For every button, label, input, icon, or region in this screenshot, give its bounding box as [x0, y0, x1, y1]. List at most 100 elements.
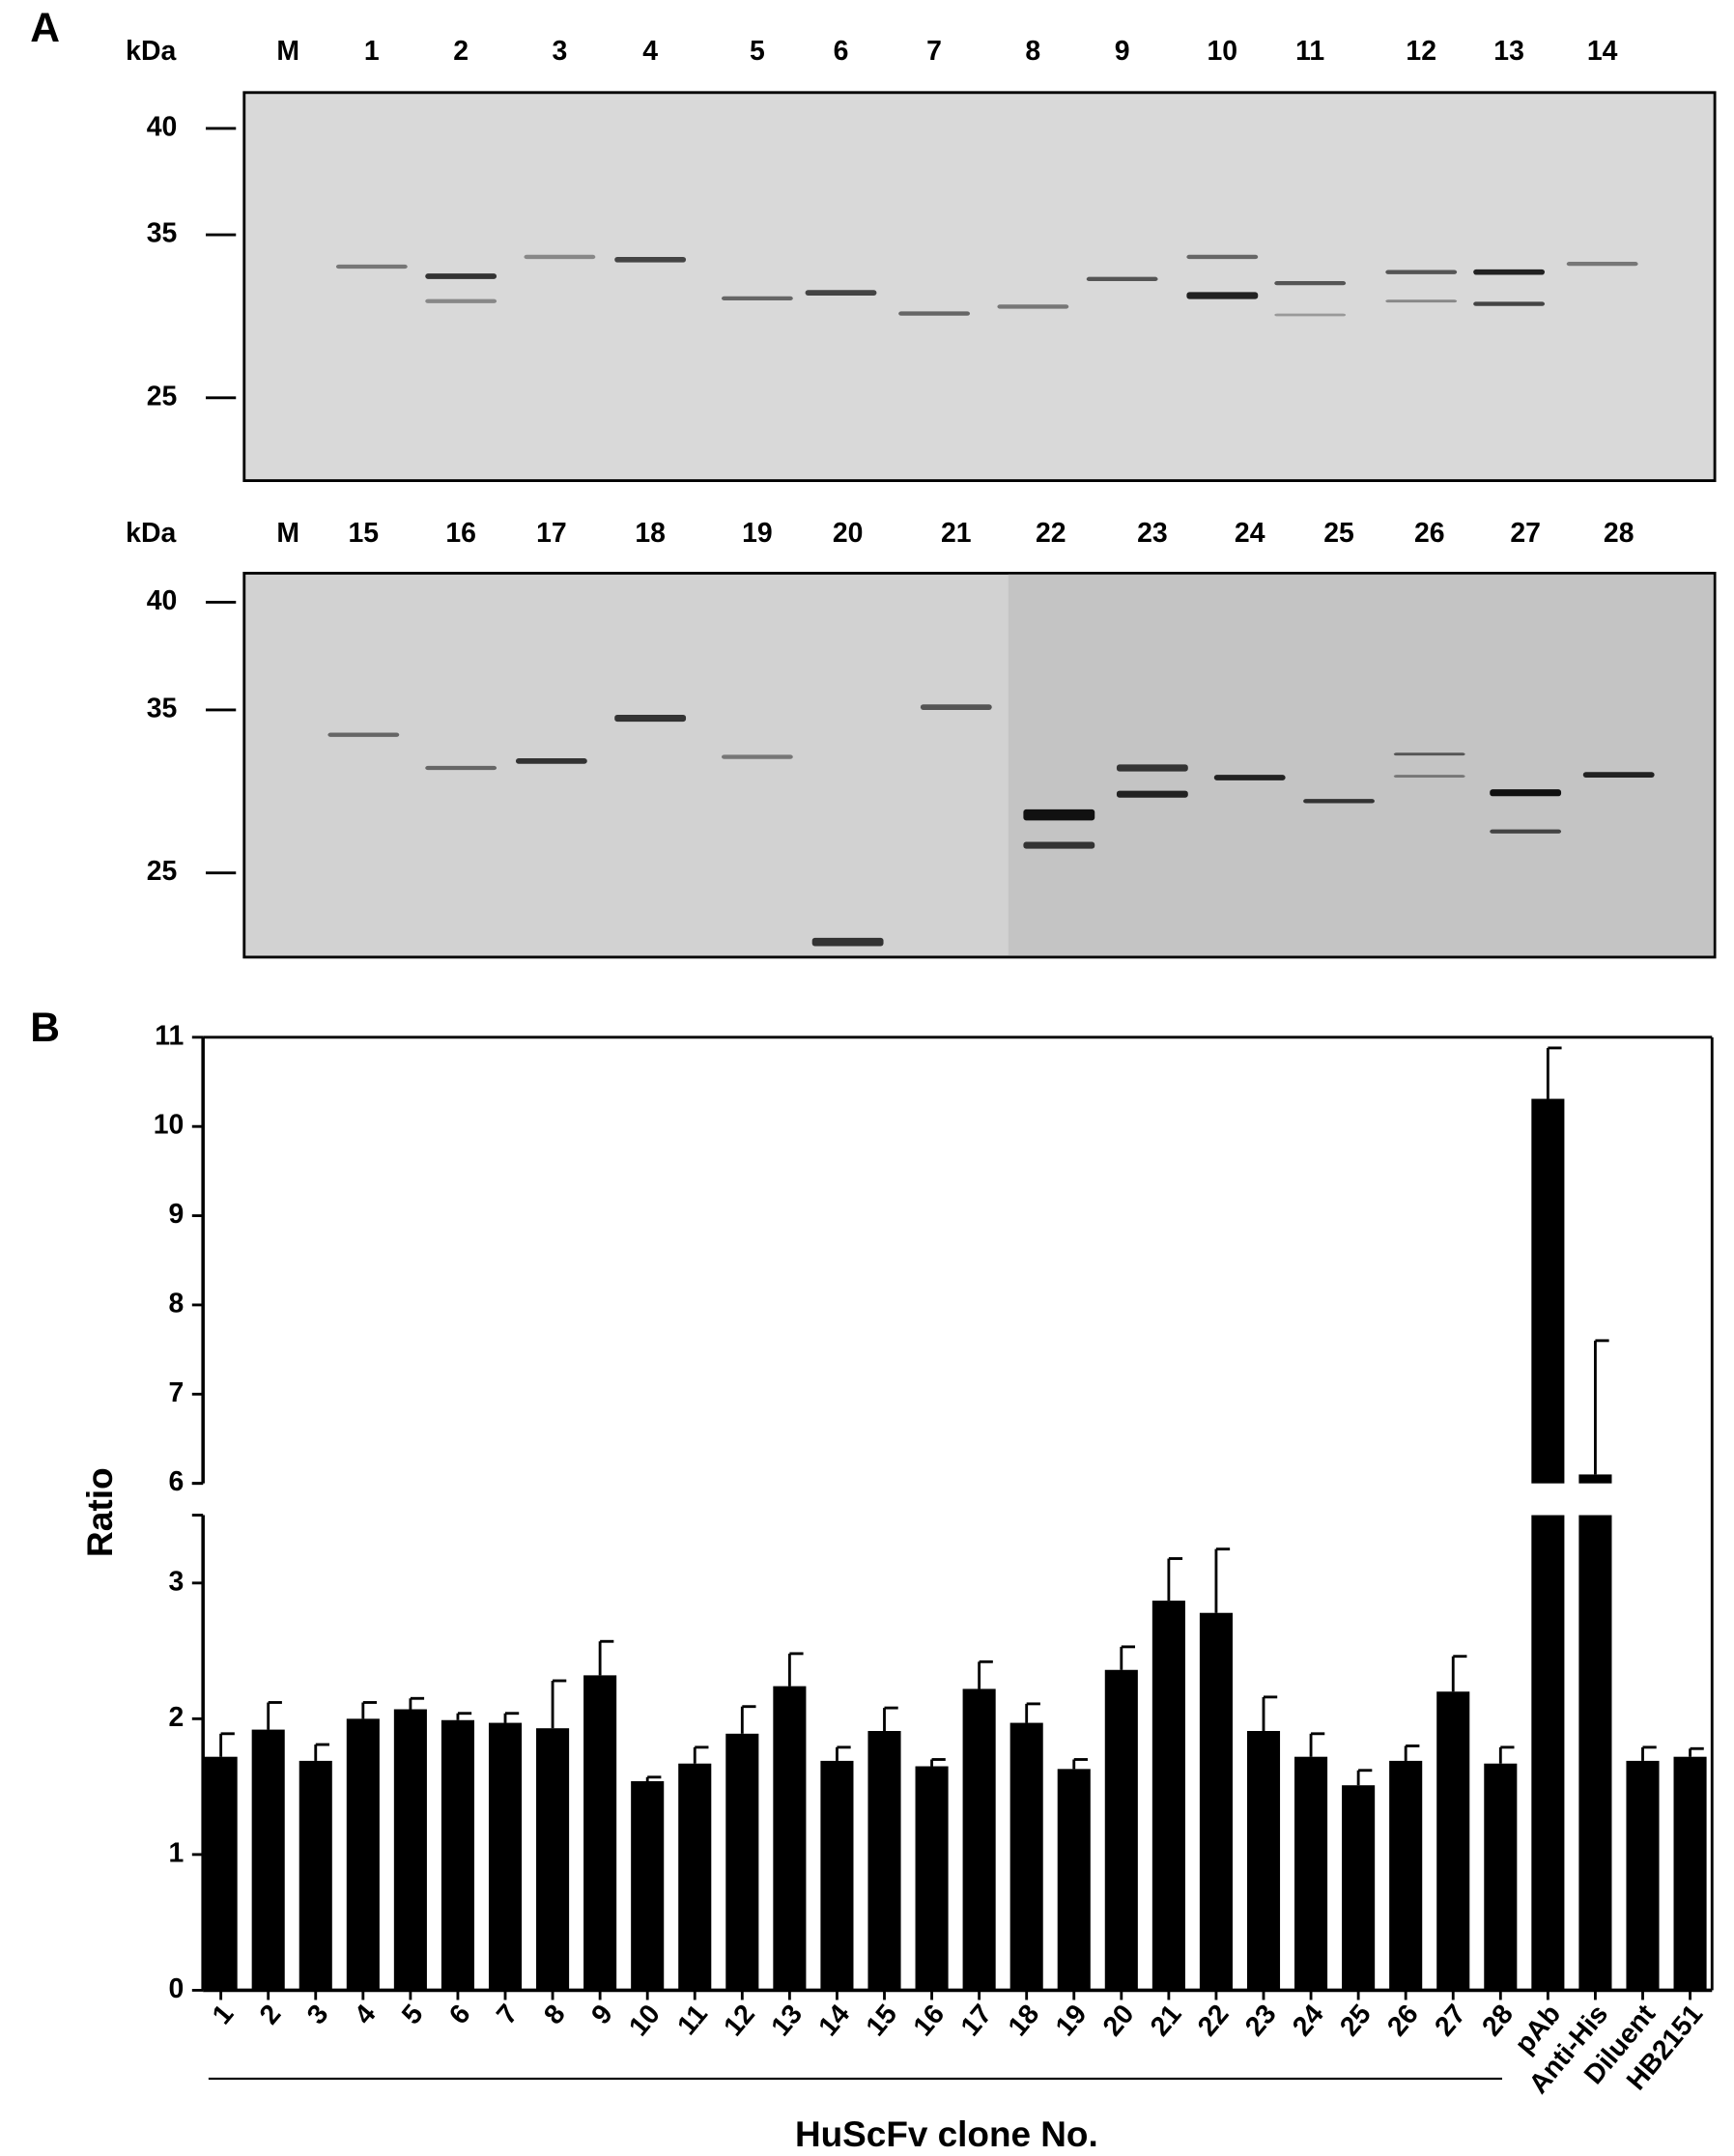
- bar: [536, 1728, 570, 1991]
- x-tick-label: 7: [491, 1999, 525, 2030]
- bar: [1246, 1730, 1281, 1991]
- band: [1213, 775, 1286, 780]
- bar: [867, 1730, 901, 1991]
- x-tick-label: 11: [671, 1999, 714, 2041]
- lane-label: 12: [1406, 36, 1436, 67]
- band: [1582, 772, 1655, 779]
- y-tick-label: 3: [169, 1566, 185, 1597]
- lane-label: 18: [635, 518, 666, 549]
- x-tick-label: 10: [623, 1999, 667, 2042]
- bar: [1673, 1756, 1707, 1991]
- marker-label: 25: [147, 856, 178, 887]
- band: [1490, 829, 1562, 834]
- band: [997, 304, 1069, 309]
- x-tick-label: 26: [1381, 1999, 1425, 2042]
- panel-label: B: [30, 1005, 60, 1051]
- bar: [1531, 1515, 1565, 1991]
- bar: [631, 1780, 665, 1991]
- bar: [1104, 1669, 1138, 1991]
- bar: [678, 1763, 712, 1991]
- bar: [725, 1733, 759, 1991]
- y-tick-label: 0: [169, 1973, 185, 2004]
- band: [1385, 270, 1458, 274]
- lane-label: M: [276, 36, 299, 67]
- band: [1274, 280, 1347, 286]
- lane-label: 28: [1604, 518, 1635, 549]
- band: [1186, 292, 1259, 299]
- lane-label: 16: [445, 518, 476, 549]
- lane-label: 8: [1025, 36, 1040, 67]
- x-tick-label: 27: [1429, 1999, 1472, 2042]
- lane-label: M: [276, 518, 299, 549]
- marker-label: 25: [147, 381, 178, 411]
- band: [1490, 789, 1562, 797]
- bar: [1578, 1474, 1612, 1484]
- lane-label: 17: [536, 518, 567, 549]
- unit-label: kDa: [126, 36, 177, 67]
- bar: [1151, 1601, 1185, 1991]
- y-axis-label: Ratio: [79, 1467, 120, 1557]
- lane-label: 20: [833, 518, 864, 549]
- band: [1023, 841, 1095, 849]
- lane-label: 21: [941, 518, 972, 549]
- band: [425, 298, 497, 303]
- band: [524, 254, 596, 260]
- bar: [1436, 1691, 1470, 1991]
- band: [1086, 276, 1158, 281]
- unit-label: kDa: [126, 518, 177, 549]
- bar: [251, 1729, 285, 1991]
- band: [1473, 301, 1546, 306]
- lane-label: 9: [1115, 36, 1130, 67]
- lane-label: 3: [553, 36, 568, 67]
- band: [335, 264, 408, 270]
- band: [1023, 808, 1095, 821]
- lane-label: 11: [1295, 36, 1324, 67]
- x-tick-label: 6: [443, 1999, 477, 2030]
- x-tick-label: 8: [538, 1999, 572, 2030]
- lane-label: 25: [1323, 518, 1354, 549]
- y-tick-label: 11: [155, 1020, 184, 1051]
- x-tick-label: 20: [1097, 1999, 1141, 2042]
- marker-label: 35: [147, 218, 178, 249]
- x-tick-label: 14: [812, 1999, 856, 2042]
- lane-label: 22: [1036, 518, 1066, 549]
- bar: [298, 1760, 332, 1991]
- x-tick-label: 4: [349, 1999, 383, 2030]
- x-tick-label: 9: [585, 1999, 619, 2030]
- x-tick-label: 2: [254, 1999, 288, 2030]
- bar: [583, 1675, 617, 1991]
- bar: [773, 1686, 807, 1991]
- bar: [1199, 1612, 1233, 1991]
- blot-region: [1008, 574, 1714, 956]
- x-tick-label: 23: [1239, 1999, 1283, 2042]
- x-tick-label: 13: [765, 1999, 809, 2042]
- y-tick-label: 7: [169, 1377, 185, 1408]
- x-tick-label: 25: [1334, 1999, 1378, 2042]
- bar: [1342, 1785, 1376, 1991]
- band: [1274, 313, 1347, 317]
- bar: [488, 1722, 523, 1991]
- bar: [204, 1756, 238, 1991]
- y-tick-label: 2: [169, 1702, 185, 1733]
- x-tick-label: 18: [1003, 1999, 1046, 2042]
- band: [425, 273, 497, 279]
- band: [1473, 269, 1546, 275]
- band: [614, 714, 687, 723]
- band: [1393, 775, 1465, 779]
- bar: [441, 1719, 474, 1991]
- y-tick-label: 9: [169, 1199, 185, 1230]
- bar: [1389, 1760, 1423, 1991]
- x-tick-label: 5: [396, 1999, 430, 2030]
- x-tick-label: 16: [907, 1999, 951, 2042]
- band: [898, 311, 971, 316]
- band: [1186, 254, 1259, 260]
- bar: [1626, 1760, 1660, 1991]
- lane-label: 6: [834, 36, 849, 67]
- x-tick-label: 1: [207, 1999, 241, 2030]
- x-tick-label: 22: [1192, 1999, 1236, 2042]
- x-tick-label: 3: [301, 1999, 335, 2030]
- band: [425, 765, 497, 771]
- x-tick-label: 21: [1145, 1999, 1188, 2042]
- lane-label: 10: [1208, 36, 1238, 67]
- marker-label: 40: [147, 111, 178, 142]
